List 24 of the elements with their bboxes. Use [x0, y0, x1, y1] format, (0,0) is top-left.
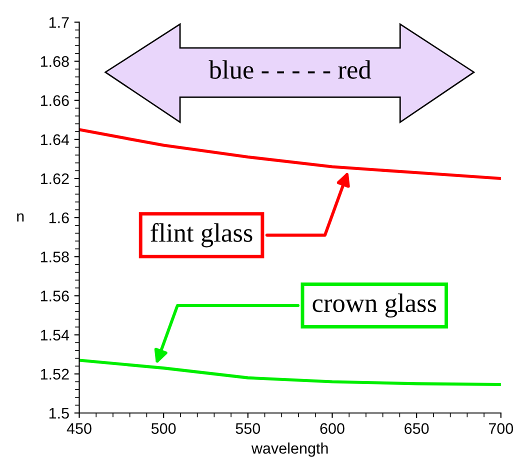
x-tick-label: 500 [151, 423, 176, 434]
y-axis-title: n [17, 213, 24, 222]
y-tick-label: 1.7 [49, 17, 69, 28]
x-tick-label: 550 [236, 423, 260, 434]
text: flint glass [150, 223, 252, 248]
y-tick-label: 1.56 [40, 290, 69, 302]
y-tick-label: 1.62 [40, 173, 69, 184]
y-tick-label: 1.66 [40, 95, 69, 106]
y-tick-label: 1.58 [40, 252, 69, 262]
y-tick-label: 1.5 [49, 408, 69, 419]
x-tick-label: 450 [66, 423, 92, 434]
annotation: blue - - - - - red [208, 60, 372, 79]
y-tick-label: 1.54 [40, 330, 70, 341]
y-tick-label: 1.64 [40, 134, 70, 146]
x-tick-label: 700 [488, 423, 514, 434]
line-series [79, 358, 501, 386]
y-tick-label: 1.68 [40, 56, 69, 67]
y-tick-label: 1.52 [40, 368, 69, 380]
line-series [79, 128, 501, 180]
x-axis-title: wavelength [251, 442, 328, 457]
x-tick-label: 650 [404, 423, 429, 434]
text: crown glass [312, 294, 436, 318]
x-tick-label: 600 [320, 423, 344, 434]
y-tick-label: 1.6 [49, 212, 69, 224]
